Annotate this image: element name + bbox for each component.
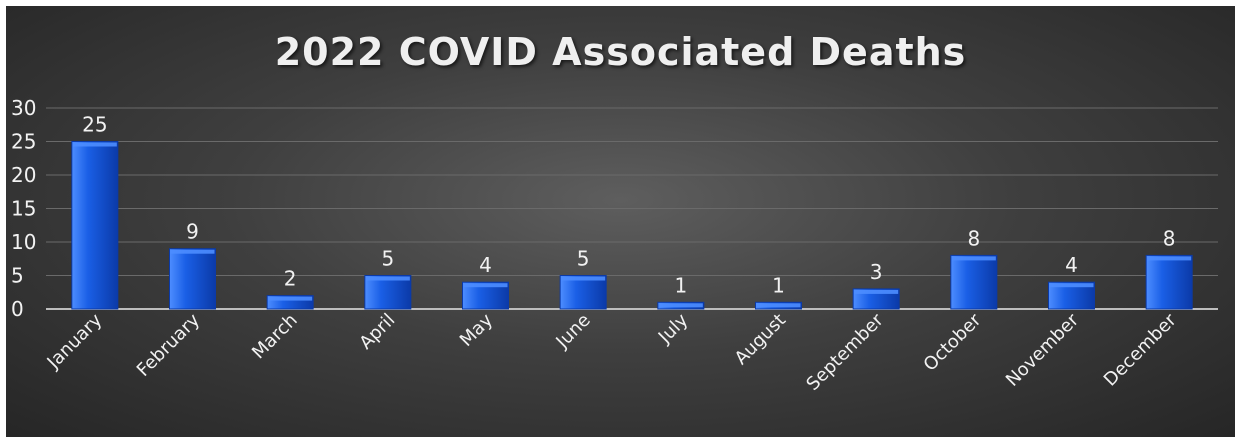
x-tick-label: November (1002, 309, 1083, 390)
x-axis-tick-labels: January February March April May June July Augu… (43, 309, 1182, 395)
x-tick-label: April (355, 310, 399, 354)
chart-area: 2022 COVID Associated Deaths 0 5 10 15 20 25 3… (6, 6, 1235, 437)
bar (462, 281, 509, 310)
bar (1048, 281, 1095, 310)
data-label: 25 (82, 113, 107, 137)
x-tick-label: January (43, 309, 107, 373)
gridlines (46, 107, 1218, 310)
data-label: 5 (381, 247, 394, 271)
y-axis-tick-labels: 0 5 10 15 20 25 30 (11, 96, 36, 321)
x-tick-label: May (456, 309, 497, 350)
x-tick-label: August (731, 310, 790, 369)
x-tick-label: September (802, 309, 888, 395)
bar (71, 141, 119, 310)
bar (266, 295, 314, 310)
data-label: 8 (1163, 226, 1176, 250)
x-tick-label: December (1100, 309, 1181, 390)
bar (950, 254, 998, 310)
data-label: 3 (870, 260, 883, 284)
x-tick-label: October (920, 309, 986, 375)
bars (71, 141, 1193, 310)
data-label: 4 (479, 253, 492, 277)
data-label: 8 (967, 226, 980, 250)
x-tick-label: March (248, 310, 302, 364)
chart-title: 2022 COVID Associated Deaths (274, 30, 967, 74)
data-label: 4 (1065, 253, 1078, 277)
bar (169, 248, 216, 310)
data-label: 1 (674, 273, 687, 297)
y-tick-label: 15 (11, 197, 36, 221)
bar (852, 288, 900, 310)
data-label: 5 (577, 247, 590, 271)
x-tick-label: June (551, 310, 594, 353)
bar (755, 301, 802, 310)
data-label: 1 (772, 273, 785, 297)
bar (657, 301, 705, 310)
y-tick-label: 20 (11, 163, 36, 187)
data-label: 9 (186, 220, 199, 244)
bar (364, 275, 412, 310)
y-tick-label: 10 (11, 230, 36, 254)
y-tick-label: 0 (11, 297, 24, 321)
bar (559, 275, 607, 310)
x-tick-label: July (654, 309, 693, 348)
data-label: 2 (284, 267, 297, 291)
y-tick-label: 25 (11, 130, 36, 154)
y-tick-label: 30 (11, 96, 36, 120)
bar (1145, 254, 1193, 310)
x-tick-label: February (133, 309, 204, 380)
y-tick-label: 5 (11, 264, 24, 288)
